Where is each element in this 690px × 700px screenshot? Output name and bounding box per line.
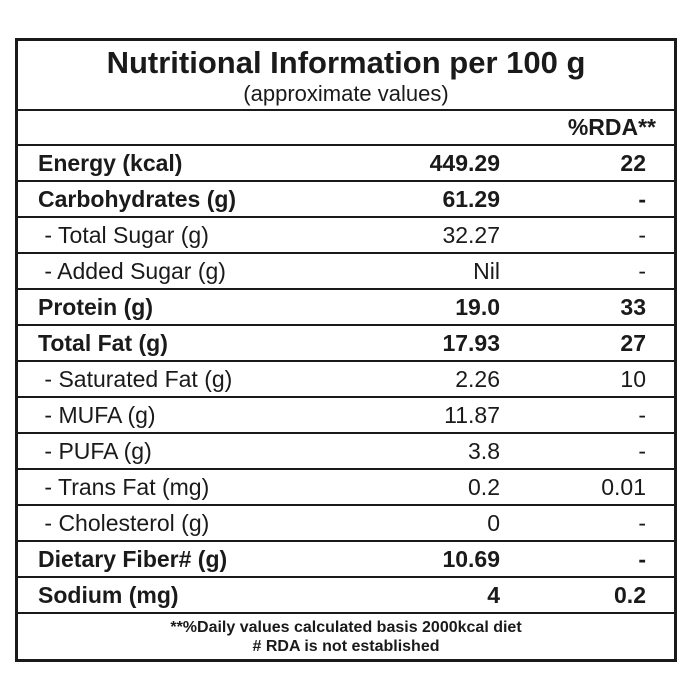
rda-value: - xyxy=(638,437,646,464)
nutrient-label: - Trans Fat (mg) xyxy=(38,473,210,500)
table-row: Protein (g) 19.0 33 xyxy=(18,288,674,324)
rda-value: 22 xyxy=(620,149,646,176)
footnote: **%Daily values calculated basis 2000kca… xyxy=(170,618,522,636)
title: Nutritional Information per 100 g xyxy=(106,45,586,80)
nutrient-value: 11.87 xyxy=(444,401,500,428)
subtitle: (approximate values) xyxy=(243,81,449,106)
nutrient-value: 0.2 xyxy=(468,473,500,500)
table-row: - Saturated Fat (g) 2.26 10 xyxy=(18,360,674,396)
rda-value: - xyxy=(638,257,646,284)
rda-value: - xyxy=(638,509,646,536)
nutrient-value: 61.29 xyxy=(442,185,500,212)
nutrient-label: - MUFA (g) xyxy=(38,401,156,428)
footnote: # RDA is not established xyxy=(252,637,440,655)
table-row: Carbohydrates (g) 61.29 - xyxy=(18,180,674,216)
nutrient-value: 4 xyxy=(487,581,500,608)
nutrient-label: Carbohydrates (g) xyxy=(38,185,237,212)
column-header: %RDA** xyxy=(567,114,656,140)
nutrient-label: - Saturated Fat (g) xyxy=(38,365,233,392)
table-row: - MUFA (g) 11.87 - xyxy=(18,396,674,432)
table-row: Total Fat (g) 17.93 27 xyxy=(18,324,674,360)
nutrient-label: - PUFA (g) xyxy=(38,437,152,464)
rda-value: 33 xyxy=(620,293,646,320)
nutrient-value: 0 xyxy=(487,509,500,536)
table-row: - Trans Fat (mg) 0.2 0.01 xyxy=(18,468,674,504)
nutrition-table: Nutritional Information per 100 g (appro… xyxy=(15,38,677,662)
nutrient-value: 449.29 xyxy=(429,149,500,176)
nutrient-label: Sodium (mg) xyxy=(38,581,179,608)
nutrient-label: Dietary Fiber# (g) xyxy=(38,545,228,572)
nutrient-label: Protein (g) xyxy=(38,293,153,320)
nutrient-value: 3.8 xyxy=(468,437,500,464)
rda-value: 0.2 xyxy=(614,581,646,608)
nutrient-label: Energy (kcal) xyxy=(38,149,183,176)
nutrient-value: 10.69 xyxy=(442,545,500,572)
footer: **%Daily values calculated basis 2000kca… xyxy=(18,612,674,659)
nutrient-value: 19.0 xyxy=(455,293,500,320)
nutrient-value: 17.93 xyxy=(442,329,500,356)
nutrient-label: Total Fat (g) xyxy=(38,329,168,356)
rda-value: - xyxy=(638,221,646,248)
nutrient-label: - Cholesterol (g) xyxy=(38,509,210,536)
rda-value: - xyxy=(638,185,646,212)
nutrient-value: 2.26 xyxy=(455,365,500,392)
rda-value: - xyxy=(638,545,646,572)
nutrient-label: - Added Sugar (g) xyxy=(38,257,226,284)
table-row: Sodium (mg) 4 0.2 xyxy=(18,576,674,612)
table-row: - PUFA (g) 3.8 - xyxy=(18,432,674,468)
rda-value: 27 xyxy=(620,329,646,356)
table-row: - Added Sugar (g) Nil - xyxy=(18,252,674,288)
rda-value: - xyxy=(638,401,646,428)
nutrient-value: Nil xyxy=(473,257,500,284)
rda-value: 10 xyxy=(620,365,646,392)
table-row: - Total Sugar (g) 32.27 - xyxy=(18,216,674,252)
rda-value: 0.01 xyxy=(601,473,646,500)
table-row: - Cholesterol (g) 0 - xyxy=(18,504,674,540)
table-row: Energy (kcal) 449.29 22 xyxy=(18,144,674,180)
table-row: Dietary Fiber# (g) 10.69 - xyxy=(18,540,674,576)
header-row: %RDA** xyxy=(18,109,674,144)
nutrient-value: 32.27 xyxy=(442,221,500,248)
nutrient-label: - Total Sugar (g) xyxy=(38,221,209,248)
